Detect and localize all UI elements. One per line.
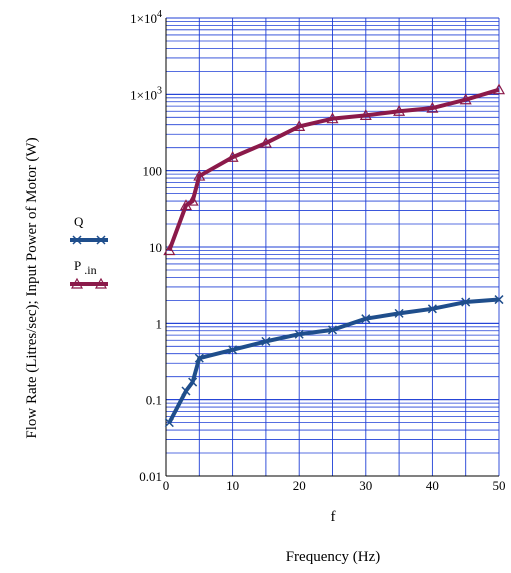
axes: 0 10 20 30 40 50 0.01 0.1 1 10 100 1×103 1×104 bbox=[130, 9, 505, 493]
legend-label-main: P bbox=[74, 258, 81, 273]
y-tick-label: 1×103 bbox=[130, 85, 162, 102]
data-point-marker bbox=[188, 377, 198, 387]
data-point-marker bbox=[394, 308, 404, 318]
legend-label: Q bbox=[74, 214, 84, 229]
data-point-marker bbox=[70, 277, 84, 289]
data-point-marker bbox=[426, 101, 439, 113]
y-axis-title: Flow Rate (Litres/sec); Input Power of M… bbox=[24, 137, 40, 438]
series-p-in bbox=[163, 83, 506, 256]
series-layer bbox=[163, 83, 506, 428]
data-point-marker bbox=[259, 136, 272, 148]
data-point-marker bbox=[164, 418, 174, 428]
x-tick-label: 40 bbox=[426, 478, 439, 493]
data-point-marker bbox=[72, 235, 82, 245]
data-point-marker bbox=[226, 150, 239, 162]
data-point-marker bbox=[361, 314, 371, 324]
y-tick-label: 1 bbox=[156, 316, 163, 331]
data-point-marker bbox=[186, 194, 199, 206]
data-point-marker bbox=[327, 325, 338, 335]
x-axis-title: Frequency (Hz) bbox=[286, 549, 381, 565]
series-line bbox=[167, 87, 500, 252]
data-point-marker bbox=[459, 93, 472, 105]
series-q bbox=[164, 295, 504, 428]
data-point-marker bbox=[261, 336, 271, 346]
data-point-marker bbox=[494, 295, 504, 305]
legend-label-subscript: .in bbox=[81, 263, 96, 277]
y-tick-exponent: 3 bbox=[157, 85, 162, 96]
data-point-marker bbox=[427, 304, 437, 314]
data-point-marker bbox=[193, 169, 206, 181]
legend-label: P .in bbox=[74, 258, 97, 277]
x-axis-variable-label: f bbox=[331, 509, 336, 525]
y-tick-label: 1×104 bbox=[130, 9, 162, 26]
series-line bbox=[167, 297, 500, 424]
data-point-marker bbox=[461, 297, 471, 307]
x-tick-label: 30 bbox=[359, 478, 372, 493]
x-tick-label: 10 bbox=[226, 478, 239, 493]
y-tick-label: 0.01 bbox=[139, 469, 162, 484]
x-tick-label: 50 bbox=[493, 478, 506, 493]
data-point-marker bbox=[181, 386, 191, 396]
y-tick-label: 100 bbox=[143, 164, 163, 179]
y-tick-label: 10 bbox=[149, 240, 162, 255]
y-tick-label: 0.1 bbox=[146, 393, 162, 408]
data-point-marker bbox=[163, 244, 176, 256]
legend: Q P .in bbox=[70, 214, 108, 289]
data-point-marker bbox=[492, 83, 506, 95]
data-point-marker bbox=[228, 345, 238, 355]
data-point-marker bbox=[293, 120, 306, 132]
y-tick-exponent: 4 bbox=[157, 9, 162, 20]
grid bbox=[165, 17, 500, 477]
data-point-marker bbox=[96, 235, 106, 245]
x-tick-label: 20 bbox=[293, 478, 306, 493]
data-point-marker bbox=[326, 112, 339, 124]
data-point-marker bbox=[194, 353, 204, 363]
x-tick-label: 0 bbox=[163, 478, 170, 493]
data-point-marker bbox=[359, 109, 372, 120]
data-point-marker bbox=[393, 105, 406, 116]
data-point-marker bbox=[294, 329, 304, 339]
data-point-marker bbox=[94, 277, 108, 289]
